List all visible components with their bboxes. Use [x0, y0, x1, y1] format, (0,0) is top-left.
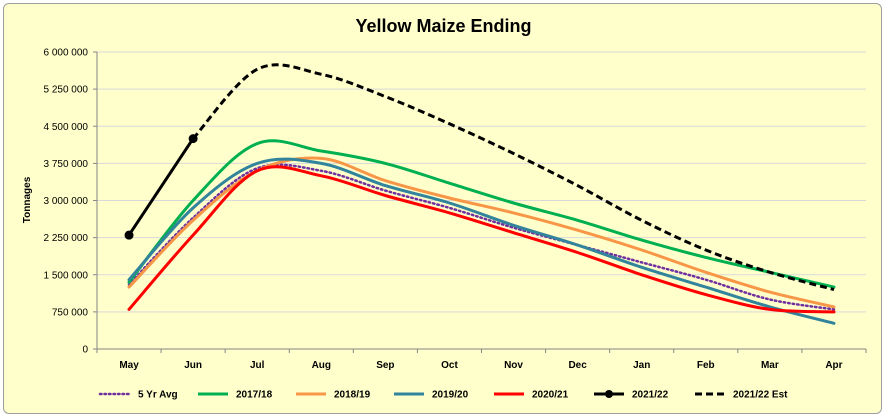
x-tick-label: Oct: [441, 360, 458, 371]
legend-label-5-yr-avg: 5 Yr Avg: [138, 390, 178, 401]
legend-marker-2021-22: [605, 390, 613, 398]
grid-layer: [97, 51, 866, 349]
series-line-2020-21: [127, 165, 836, 314]
x-tick-label: Jan: [633, 360, 650, 371]
chart-title: Yellow Maize Ending: [355, 16, 532, 36]
x-tick-label: Feb: [697, 360, 715, 371]
series-line-5-yr-avg: [127, 163, 836, 311]
legend-label-2020-21: 2020/21: [532, 390, 569, 401]
series-line-2017-18: [127, 139, 836, 289]
y-tick-label: 0: [82, 345, 88, 356]
x-tick-label: Jun: [184, 360, 202, 371]
x-tick-label: Dec: [568, 360, 587, 371]
data-point-2021-22: [124, 230, 134, 240]
x-tick-label: Apr: [825, 360, 842, 371]
legend-layer: 5 Yr Avg 2017/18 2018/19 2019/20 2020/21 2021…: [98, 390, 788, 401]
x-tick-label: Jul: [250, 360, 265, 371]
y-tick-label: 5 250 000: [44, 85, 89, 96]
legend-label-2018-19: 2018/19: [334, 390, 371, 401]
legend-label-2021-22-est: 2021/22 Est: [733, 390, 788, 401]
y-tick-label: 750 000: [52, 307, 89, 318]
axis-layer: 0 750 000 1 500 000 2 250 000 3 000 000 3 750…: [44, 48, 867, 371]
x-tick-label: Aug: [312, 360, 331, 371]
legend-label-2019-20: 2019/20: [432, 390, 469, 401]
x-tick-label: Mar: [761, 360, 779, 371]
series-line-2021-22: [127, 137, 195, 237]
legend-label-2017-18: 2017/18: [236, 390, 273, 401]
legend-label-2021-22: 2021/22: [632, 390, 669, 401]
series-line-2021-22-est: [191, 63, 835, 292]
y-tick-label: 3 750 000: [44, 159, 89, 170]
x-tick-label: Sep: [376, 360, 394, 371]
x-tick-label: Nov: [504, 360, 523, 371]
series-line-2019-20: [127, 157, 836, 325]
y-tick-label: 4 500 000: [44, 122, 89, 133]
y-tick-label: 6 000 000: [44, 48, 89, 59]
series-layer: [124, 63, 836, 325]
x-tick-label: May: [119, 360, 139, 371]
y-tick-label: 3 000 000: [44, 196, 89, 207]
y-tick-label: 2 250 000: [44, 233, 89, 244]
y-tick-label: 1 500 000: [44, 270, 89, 281]
y-axis-label: Tonnages: [22, 176, 33, 223]
